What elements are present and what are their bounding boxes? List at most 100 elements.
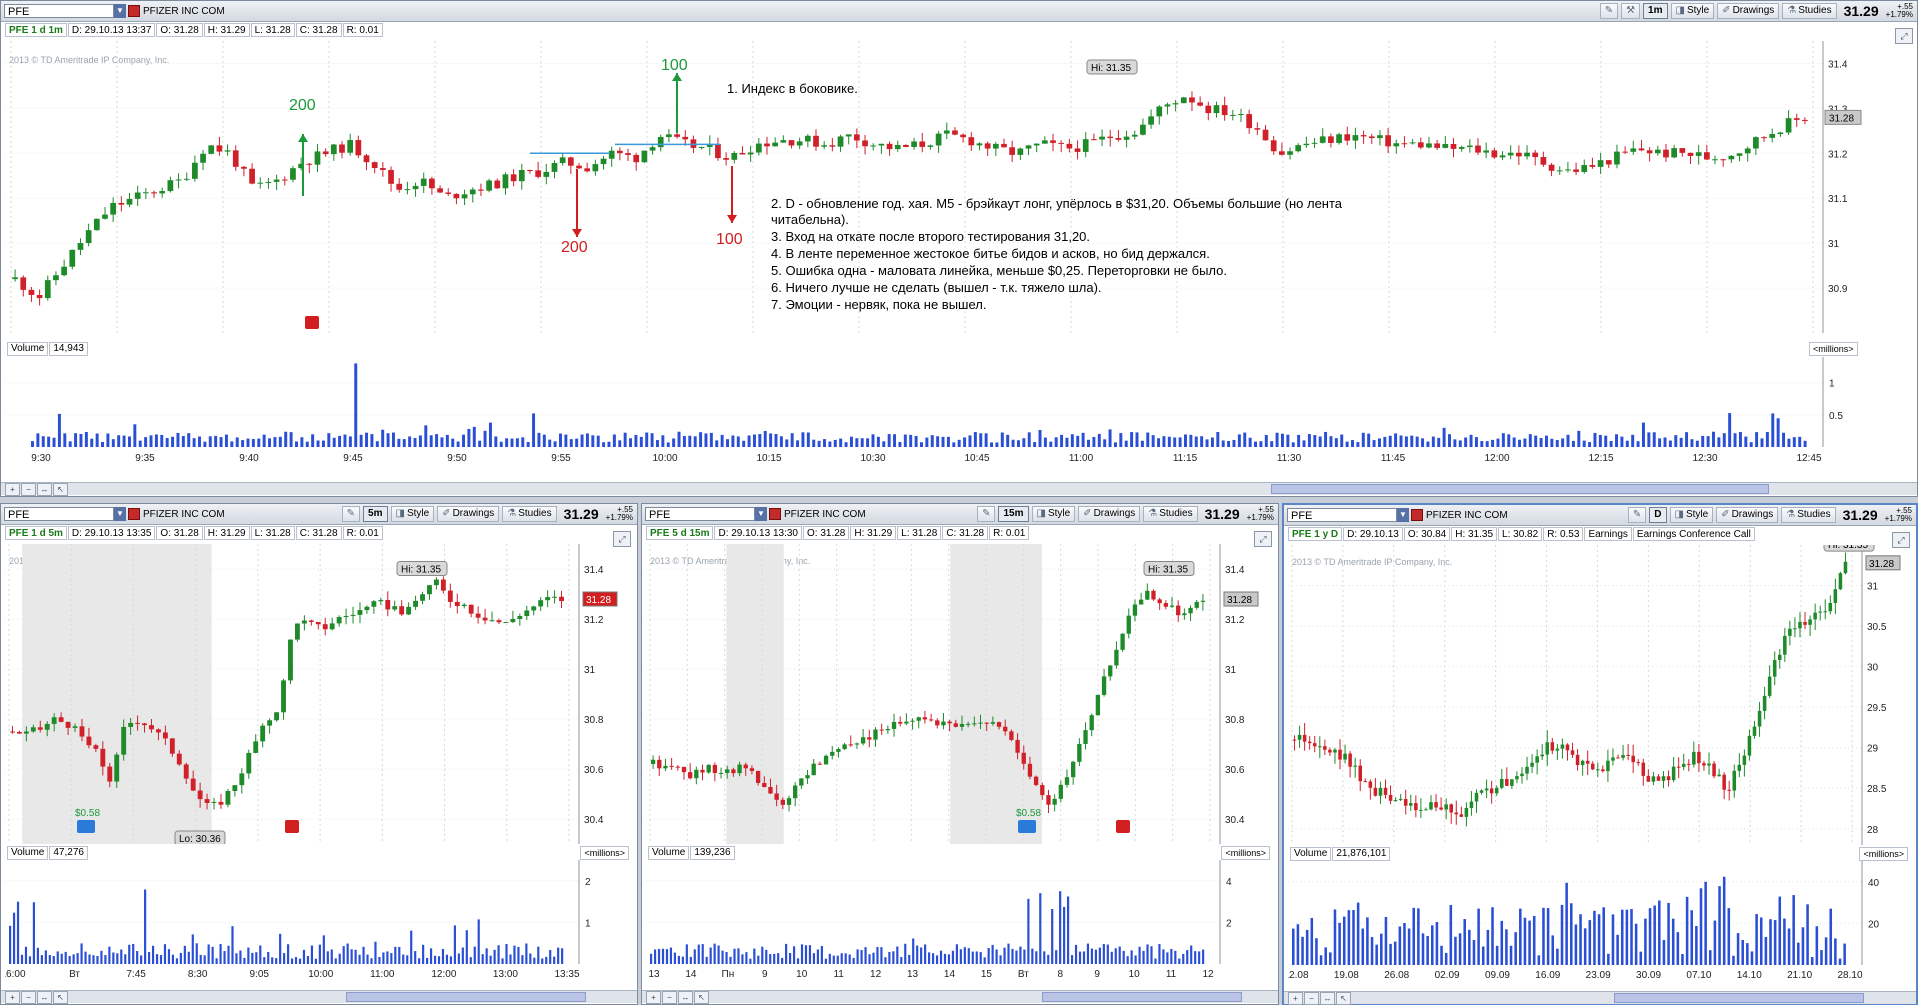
volume-bar [1765, 431, 1769, 447]
volume-bar [741, 954, 744, 964]
drawings-button[interactable]: ✐ Drawings [1078, 506, 1141, 522]
cursor-icon[interactable]: ↖ [53, 991, 68, 1004]
x-tick-label: 12:00 [1484, 453, 1509, 463]
period-button[interactable]: 15m [998, 506, 1029, 522]
chart-expand-icon[interactable]: ⤢ [1254, 531, 1272, 547]
chart-expand-icon[interactable]: ⤢ [1895, 28, 1913, 44]
style-button[interactable]: ◨ Style [390, 506, 435, 522]
style-button[interactable]: ◨ Style [1670, 3, 1715, 19]
volume-bar [1380, 933, 1383, 965]
annotation-200-up: 200 [289, 97, 316, 114]
symbol-input[interactable]: PFE [4, 4, 114, 18]
candle-body [870, 145, 877, 147]
volume-bar [327, 433, 331, 447]
zoom-fit-icon[interactable]: ↔ [37, 991, 52, 1004]
symbol-input[interactable]: PFE [1287, 508, 1397, 522]
chevron-down-icon[interactable]: ▼ [755, 507, 767, 521]
alert-icon[interactable] [128, 5, 140, 17]
style-button[interactable]: ◨ Style [1031, 506, 1076, 522]
period-button[interactable]: 1m [1643, 3, 1668, 19]
volume-bar [132, 943, 135, 964]
info-low: L: 30.82 [1498, 527, 1543, 541]
horizontal-scrollbar[interactable] [642, 990, 1278, 1003]
horizontal-scrollbar[interactable] [1, 990, 637, 1003]
info-earnings[interactable]: Earnings [1584, 527, 1632, 541]
studies-button[interactable]: ⚗ Studies [1781, 507, 1836, 523]
studies-label: Studies [1159, 508, 1193, 519]
chart-expand-icon[interactable]: ⤢ [1892, 532, 1910, 548]
scrollbar-thumb[interactable] [1042, 992, 1242, 1002]
zoom-fit-icon[interactable]: ↔ [37, 483, 52, 496]
volume-bar [561, 948, 564, 964]
volume-bar [1481, 946, 1485, 965]
volume-bar [705, 956, 708, 964]
x-tick-label: 12:30 [1692, 453, 1717, 463]
volume-bar [1555, 439, 1559, 447]
zoom-in-icon[interactable]: + [1288, 992, 1303, 1005]
candle-body [1385, 135, 1391, 147]
symbol-input[interactable]: PFE [4, 507, 114, 521]
drawings-button[interactable]: ✐ Drawings [1716, 507, 1779, 523]
candle-body [1033, 776, 1039, 786]
studies-button[interactable]: ⚗ Studies [502, 506, 557, 522]
symbol-input[interactable]: PFE [645, 507, 755, 521]
candle-body [10, 731, 15, 733]
studies-button[interactable]: ⚗ Studies [1782, 3, 1837, 19]
alert-icon[interactable] [1411, 509, 1423, 521]
candle-body [1499, 155, 1506, 158]
alert-icon[interactable] [128, 508, 140, 520]
studies-button[interactable]: ⚗ Studies [1143, 506, 1198, 522]
candle-body [1702, 763, 1706, 766]
horizontal-scrollbar[interactable] [1284, 991, 1916, 1004]
volume-bar [1194, 951, 1197, 964]
scrollbar-thumb[interactable] [1614, 993, 1864, 1003]
scrollbar-thumb[interactable] [1271, 484, 1769, 494]
drawings-button[interactable]: ✐ Drawings [1717, 3, 1780, 19]
cursor-icon[interactable]: ↖ [694, 991, 709, 1004]
wrench-icon[interactable]: ✎ [1627, 507, 1647, 523]
candle-body [396, 183, 403, 190]
horizontal-scrollbar[interactable] [1, 482, 1917, 495]
zoom-fit-icon[interactable]: ↔ [678, 991, 693, 1004]
wrench-icon[interactable]: ✎ [1599, 3, 1619, 19]
cursor-icon[interactable]: ↖ [53, 483, 68, 496]
alert-icon[interactable] [769, 508, 781, 520]
style-button[interactable]: ◨ Style [1669, 507, 1714, 523]
tools-icon[interactable]: ⚒ [1621, 3, 1641, 19]
zoom-out-icon[interactable]: − [1304, 992, 1319, 1005]
chevron-down-icon[interactable]: ▼ [114, 507, 126, 521]
volume-bar [900, 957, 903, 964]
chevron-down-icon[interactable]: ▼ [1397, 508, 1409, 522]
info-earnings-call[interactable]: Earnings Conference Call [1632, 527, 1755, 541]
volume-bar [321, 440, 325, 447]
info-date: D: 29.10.13 13:37 [67, 23, 156, 37]
wrench-icon[interactable]: ✎ [341, 506, 361, 522]
wrench-icon[interactable]: ✎ [977, 506, 996, 522]
period-button[interactable]: D [1649, 507, 1667, 523]
zoom-out-icon[interactable]: − [21, 483, 36, 496]
zoom-in-icon[interactable]: + [646, 991, 661, 1004]
drawings-label: Drawings [1093, 508, 1136, 519]
y-tick-label: 31.2 [584, 615, 604, 626]
zoom-out-icon[interactable]: − [662, 991, 677, 1004]
zoom-in-icon[interactable]: + [5, 991, 20, 1004]
cursor-icon[interactable]: ↖ [1336, 992, 1351, 1005]
chart-expand-icon[interactable]: ⤢ [613, 531, 631, 547]
candle-body [110, 202, 117, 215]
volume-bar [144, 437, 148, 447]
volume-bar [876, 946, 879, 964]
drawings-button[interactable]: ✐ Drawings [437, 506, 500, 522]
volume-bar [1011, 948, 1014, 964]
hi-tag [1823, 545, 1875, 552]
candle-body [1017, 148, 1024, 155]
studies-icon: ⚗ [1148, 508, 1158, 519]
volume-bar [1792, 895, 1795, 965]
scrollbar-thumb[interactable] [346, 992, 586, 1002]
volume-bar [1198, 951, 1201, 964]
chevron-down-icon[interactable]: ▼ [114, 4, 126, 18]
zoom-fit-icon[interactable]: ↔ [1320, 992, 1335, 1005]
zoom-out-icon[interactable]: − [21, 991, 36, 1004]
period-button[interactable]: 5m [363, 506, 388, 522]
zoom-in-icon[interactable]: + [5, 483, 20, 496]
x-tick-label: 8:30 [188, 969, 208, 980]
